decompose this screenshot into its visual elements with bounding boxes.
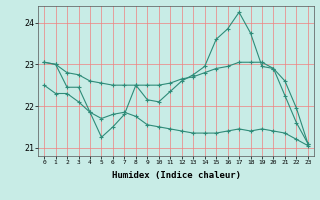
X-axis label: Humidex (Indice chaleur): Humidex (Indice chaleur) <box>111 171 241 180</box>
